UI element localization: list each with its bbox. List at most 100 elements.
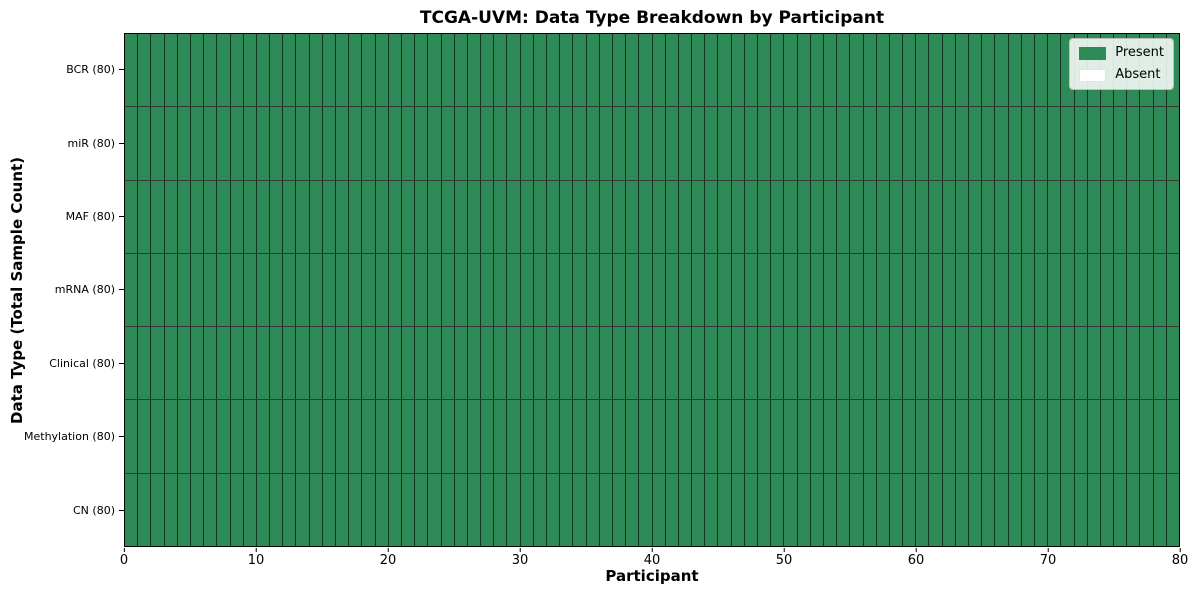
heatmap-cell: [336, 327, 350, 400]
heatmap-cell: [586, 180, 600, 253]
heatmap-cell: [744, 327, 758, 400]
heatmap-cell: [467, 107, 482, 180]
heatmap-cell: [349, 327, 363, 400]
heatmap-cell: [850, 180, 864, 253]
heatmap-cell: [507, 180, 521, 253]
heatmap-cell: [718, 473, 732, 546]
heatmap-cell: [599, 107, 613, 180]
heatmap-cell: [942, 107, 956, 180]
heatmap-cell: [125, 34, 139, 107]
heatmap-cell: [876, 107, 890, 180]
heatmap-cell: [929, 253, 943, 327]
heatmap-cell: [164, 400, 178, 473]
heatmap-cell: [626, 180, 640, 253]
heatmap-cell: [823, 34, 838, 107]
heatmap-cell: [336, 473, 350, 546]
heatmap-cell: [969, 253, 983, 327]
heatmap-cell: [929, 327, 943, 400]
heatmap-cell: [771, 327, 785, 400]
heatmap-cell: [507, 253, 521, 327]
x-tick: 80: [1172, 548, 1188, 568]
heatmap-cell: [665, 253, 679, 327]
heatmap-cell: [758, 107, 772, 180]
heatmap-cell: [573, 400, 587, 473]
heatmap-cell: [428, 107, 442, 180]
heatmap-cell: [784, 253, 798, 327]
x-tick-mark: [255, 548, 257, 552]
heatmap-cell: [547, 107, 561, 180]
heatmap-cell: [270, 327, 284, 400]
heatmap-cell: [1048, 253, 1062, 327]
heatmap-cell: [771, 107, 785, 180]
heatmap-cell: [876, 327, 890, 400]
heatmap-cell: [692, 180, 706, 253]
heatmap-cell: [1074, 180, 1088, 253]
heatmap-cell: [718, 180, 732, 253]
heatmap-cell: [151, 34, 165, 107]
heatmap-cell: [388, 473, 402, 546]
heatmap-cell: [1008, 107, 1022, 180]
heatmap-cell: [850, 34, 864, 107]
y-tick: Methylation (80): [0, 400, 124, 473]
heatmap-cell: [296, 473, 310, 546]
heatmap-cell: [837, 473, 851, 546]
heatmap-cell: [190, 107, 205, 180]
heatmap-cell: [797, 34, 811, 107]
heatmap-cell: [863, 34, 877, 107]
heatmap-cell: [296, 400, 310, 473]
heatmap-cell: [995, 107, 1009, 180]
heatmap-cell: [401, 400, 416, 473]
heatmap-cell: [942, 180, 956, 253]
heatmap-cell: [678, 34, 693, 107]
x-axis-ticks: 0 10 20 30 40 50 60 70 80: [120, 548, 1188, 570]
y-tick-mark: [119, 362, 124, 364]
heatmap-cell: [560, 327, 574, 400]
heatmap-cell: [889, 400, 904, 473]
heatmap-cell: [837, 400, 851, 473]
heatmap-cell: [758, 34, 772, 107]
heatmap-cell: [1114, 180, 1128, 253]
heatmap-cell: [639, 400, 653, 473]
heatmap-cell: [243, 253, 257, 327]
heatmap-cell: [309, 253, 323, 327]
heatmap-row: [125, 107, 1179, 181]
y-tick: mRNA (80): [0, 253, 124, 326]
heatmap-cell: [823, 180, 838, 253]
heatmap-cell: [626, 400, 640, 473]
heatmap-cell: [520, 253, 534, 327]
heatmap-cell: [151, 473, 165, 546]
heatmap-cell: [336, 180, 350, 253]
heatmap-cell: [639, 107, 653, 180]
heatmap-cell: [929, 473, 943, 546]
heatmap-cell: [903, 473, 917, 546]
heatmap-cell: [125, 180, 139, 253]
heatmap-cell: [850, 253, 864, 327]
heatmap-cell: [441, 107, 455, 180]
x-tick-label: 60: [907, 553, 925, 568]
heatmap-cell: [138, 34, 152, 107]
heatmap-cell: [217, 34, 231, 107]
heatmap-cell: [230, 327, 244, 400]
heatmap-cell: [929, 180, 943, 253]
x-axis-title: Participant: [605, 567, 699, 585]
heatmap-cell: [903, 253, 917, 327]
heatmap-cell: [586, 34, 600, 107]
x-tick-mark: [1047, 548, 1049, 552]
heatmap-cell: [270, 253, 284, 327]
heatmap-cell: [1087, 473, 1101, 546]
heatmap-cell: [349, 180, 363, 253]
heatmap-cell: [705, 34, 719, 107]
heatmap-cell: [362, 180, 376, 253]
heatmap-cell: [467, 253, 482, 327]
heatmap-cell: [204, 107, 218, 180]
heatmap-cell: [481, 107, 495, 180]
heatmap-cell: [731, 253, 745, 327]
heatmap-cell: [467, 327, 482, 400]
heatmap-cell: [1034, 327, 1049, 400]
heatmap-cell: [322, 327, 336, 400]
heatmap-cell: [929, 400, 943, 473]
heatmap-cell: [1140, 327, 1154, 400]
heatmap-cell: [665, 327, 679, 400]
heatmap-cell: [1008, 253, 1022, 327]
heatmap-cell: [520, 34, 534, 107]
